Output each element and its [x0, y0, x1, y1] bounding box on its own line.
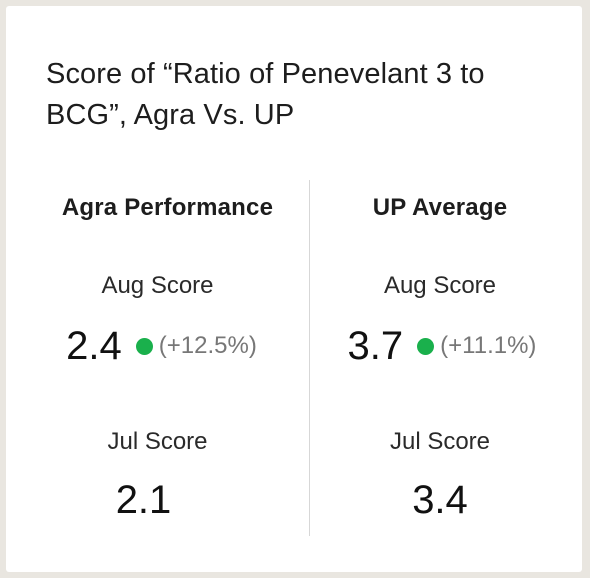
aug-score-row: 3.7 (+11.1%)	[306, 322, 578, 370]
aug-score-row: 2.4 (+12.5%)	[10, 322, 313, 370]
aug-score-label: Aug Score	[101, 272, 214, 299]
green-dot-icon	[417, 337, 435, 355]
agra-performance-column: Agra Performance Aug Score 2.4 (+12.5%) …	[6, 6, 309, 572]
aug-score-change: (+12.5%)	[158, 332, 257, 359]
jul-score-label: Jul Score	[389, 428, 491, 455]
column-divider	[309, 180, 310, 536]
green-dot-icon	[135, 337, 153, 355]
aug-score-change: (+11.1%)	[440, 332, 537, 359]
up-average-column: UP Average Aug Score 3.7 (+11.1%) Jul Sc…	[310, 6, 582, 572]
score-card: Score of “Ratio of Penevelant 3 to BCG”,…	[6, 6, 582, 572]
column-header: UP Average	[372, 194, 508, 221]
jul-score-label: Jul Score	[107, 428, 208, 455]
aug-score-label: Aug Score	[383, 272, 497, 299]
card-title: Score of “Ratio of Penevelant 3 to BCG”,…	[46, 58, 485, 131]
aug-score-value: 2.4	[66, 324, 122, 368]
jul-score-value: 2.1	[115, 478, 172, 522]
column-header: Agra Performance	[61, 194, 274, 221]
aug-score-value: 3.7	[347, 324, 404, 368]
jul-score-value: 3.4	[412, 478, 468, 522]
